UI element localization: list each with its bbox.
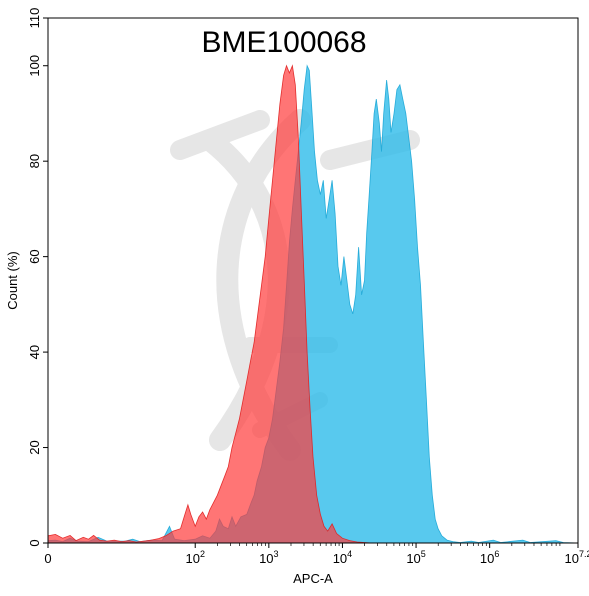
x-axis-label: APC-A: [293, 571, 333, 586]
chart-title: BME100068: [201, 26, 366, 59]
x-tick-label: 107.2: [565, 549, 589, 566]
y-tick-label: 100: [27, 55, 42, 77]
y-tick-label: 80: [27, 154, 42, 168]
y-tick-label: 60: [27, 249, 42, 263]
x-tick-label: 106: [480, 549, 499, 566]
y-axis-label: Count (%): [5, 251, 20, 310]
y-tick-label: 20: [27, 440, 42, 454]
series-layer: [47, 64, 579, 544]
y-tick-label: 110: [27, 8, 42, 29]
x-tick-label: 105: [406, 549, 425, 566]
series-red-area: [47, 64, 578, 544]
x-tick-label: 103: [259, 549, 278, 566]
x-tick-label: 0: [44, 551, 51, 566]
x-tick-label: 104: [333, 549, 352, 566]
y-tick-label: 40: [27, 345, 42, 359]
y-tick-label: 0: [27, 539, 42, 546]
axes-layer: 0 20 40 60 80 100 110 0 102 103 104 105 106 107.2: [27, 8, 589, 566]
watermark-stroke: [170, 110, 270, 160]
x-tick-label: 102: [185, 549, 204, 566]
